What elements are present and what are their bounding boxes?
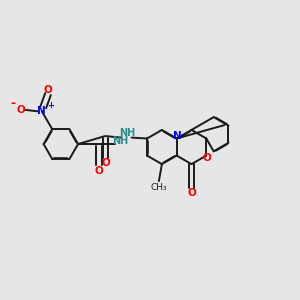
Text: NH: NH: [112, 136, 128, 146]
Text: O: O: [202, 153, 211, 163]
Text: -: -: [10, 97, 15, 110]
Text: O: O: [44, 85, 53, 95]
Text: O: O: [16, 105, 26, 115]
Text: NH: NH: [119, 128, 135, 138]
Text: O: O: [187, 188, 196, 198]
Text: O: O: [101, 158, 110, 168]
Text: CH₃: CH₃: [151, 183, 167, 192]
Text: N: N: [38, 106, 46, 116]
Text: N: N: [173, 130, 182, 140]
Text: +: +: [46, 101, 54, 110]
Text: O: O: [94, 167, 103, 176]
